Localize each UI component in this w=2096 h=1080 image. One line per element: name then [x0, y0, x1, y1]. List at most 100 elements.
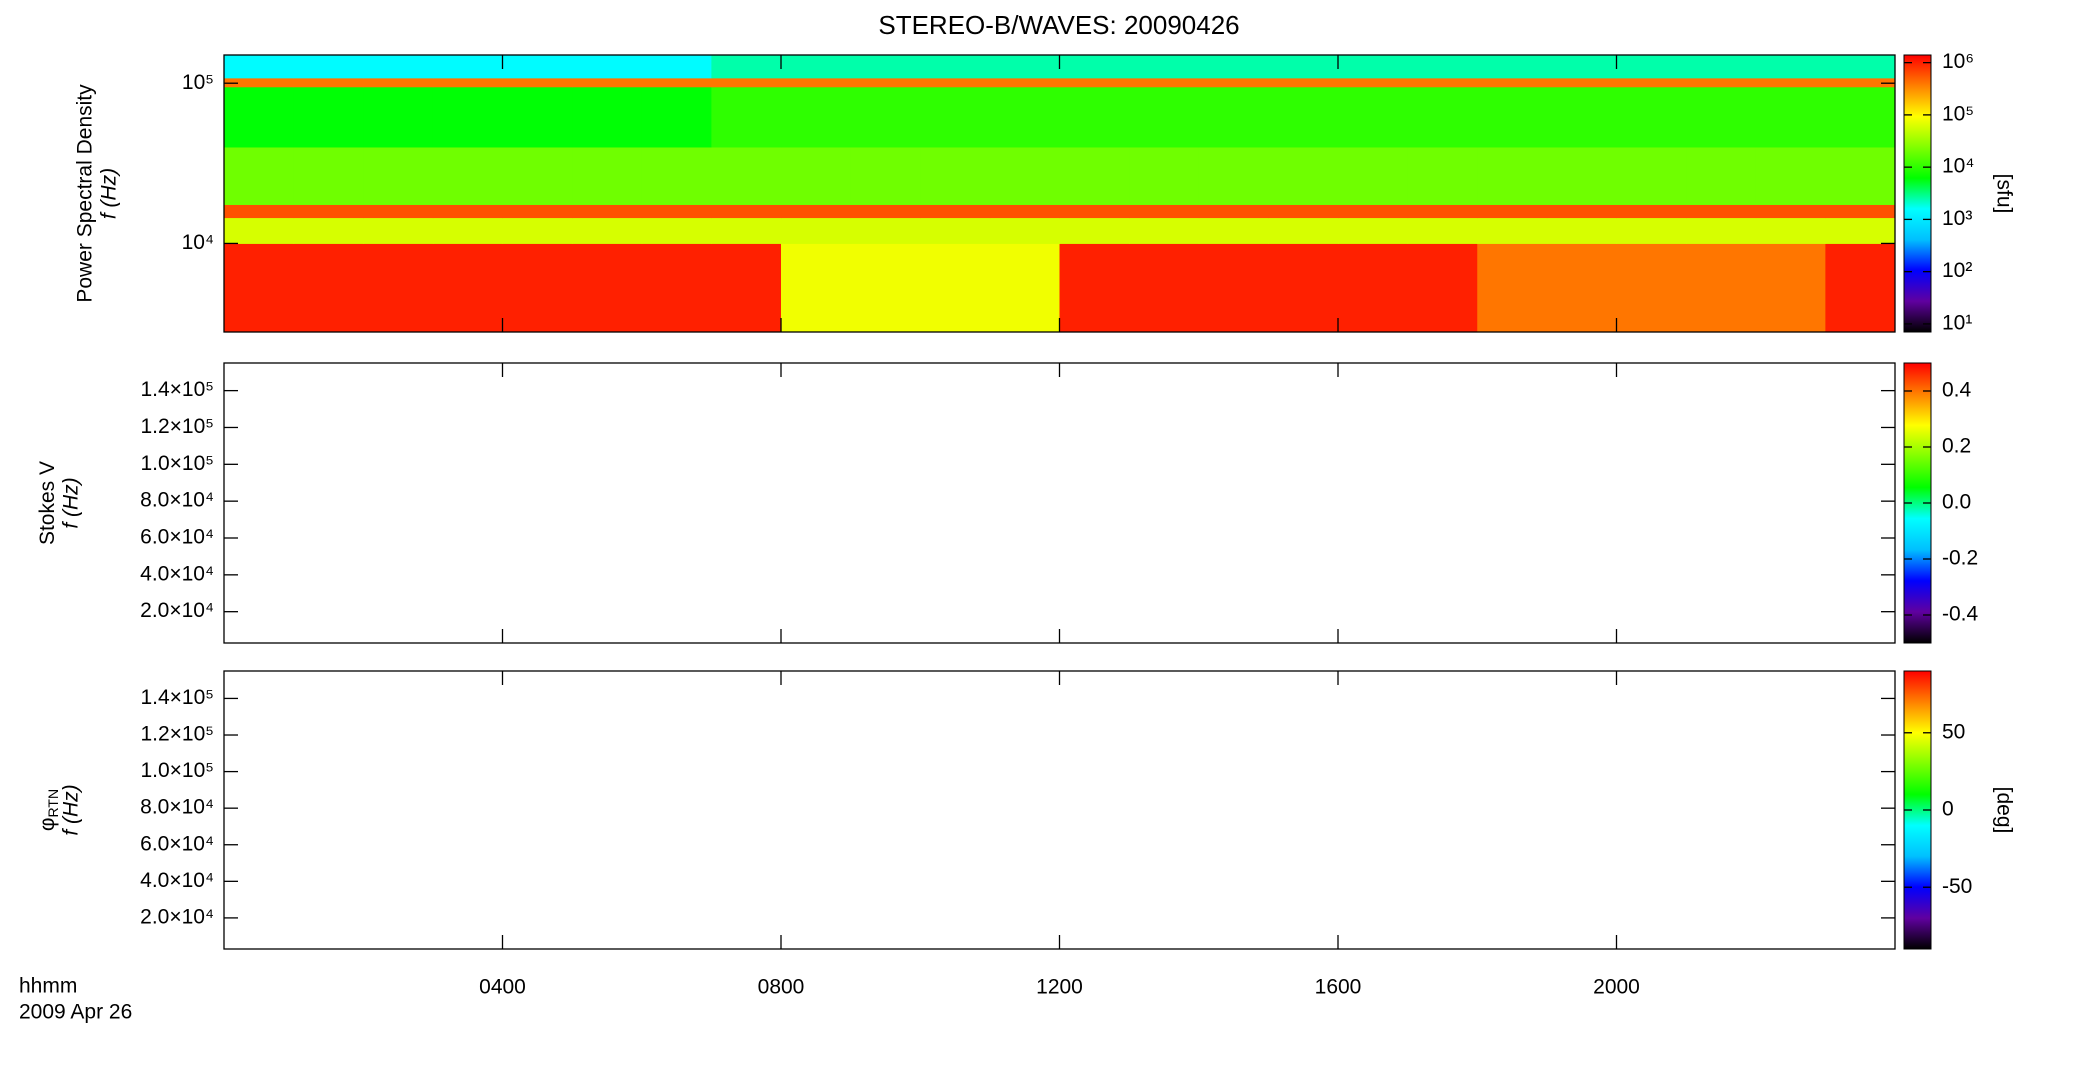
- heatmap-cell: [432, 243, 503, 333]
- heatmap-cell: [850, 217, 921, 244]
- heatmap-cell: [293, 217, 364, 244]
- y-tick-label: 6.0×10⁴: [140, 526, 214, 549]
- heatmap-cell: [1268, 55, 1339, 79]
- heatmap-cell: [1129, 86, 1200, 148]
- heatmap-cell: [1825, 146, 1896, 205]
- heatmap-cell: [363, 146, 434, 205]
- heatmap-cell: [502, 204, 573, 219]
- heatmap-cell: [1616, 77, 1687, 88]
- y-tick-label: 2.0×10⁴: [140, 905, 214, 928]
- heatmap-cell: [293, 55, 364, 79]
- y-tick-label: 1.4×10⁵: [140, 686, 214, 709]
- heatmap-cell: [293, 77, 364, 88]
- heatmap-cell: [1059, 55, 1130, 79]
- heatmap-cell: [781, 217, 852, 244]
- colorbar-tick-label: 10³: [1942, 207, 1972, 230]
- heatmap-cell: [989, 55, 1060, 79]
- heatmap-cell: [224, 204, 295, 219]
- heatmap-cell: [711, 243, 782, 333]
- colorbar-tick-label: 0.0: [1942, 491, 1971, 514]
- heatmap-cell: [502, 77, 573, 88]
- heatmap-cell: [1129, 77, 1200, 88]
- heatmap-cell: [850, 243, 921, 333]
- y-tick-label: 4.0×10⁴: [140, 562, 214, 585]
- heatmap-cell: [850, 55, 921, 79]
- y-tick-label: 6.0×10⁴: [140, 832, 214, 855]
- heatmap-cell: [1755, 204, 1826, 219]
- colorbar-label: [sfu]: [1992, 174, 2015, 214]
- heatmap-cell: [920, 146, 991, 205]
- heatmap-cell: [432, 86, 503, 148]
- heatmap-cell: [1338, 204, 1409, 219]
- y-tick-label: 4.0×10⁴: [140, 869, 214, 892]
- heatmap-cell: [1338, 217, 1409, 244]
- heatmap-cell: [1825, 77, 1896, 88]
- y-axis-title-sub: RTN: [45, 789, 61, 818]
- heatmap-cell: [1268, 77, 1339, 88]
- heatmap-cell: [711, 86, 782, 148]
- heatmap-cell: [1755, 77, 1826, 88]
- heatmap-cell: [1686, 77, 1757, 88]
- y-tick-label: 1.2×10⁵: [140, 415, 214, 438]
- colorbar: [1903, 54, 1932, 333]
- heatmap-cell: [1477, 217, 1548, 244]
- colorbar-tick-label: 10⁵: [1942, 102, 1974, 125]
- plot-frame: [223, 670, 1896, 950]
- x-tick-label: 0400: [479, 976, 526, 999]
- heatmap-cell: [1755, 146, 1826, 205]
- heatmap-cell: [1477, 243, 1548, 333]
- heatmap-cell: [1616, 243, 1687, 333]
- heatmap-cell: [1338, 55, 1409, 79]
- heatmap-cell: [363, 243, 434, 333]
- heatmap-cell: [920, 77, 991, 88]
- heatmap-cell: [781, 77, 852, 88]
- heatmap-cell: [1198, 243, 1269, 333]
- heatmap-cell: [1686, 146, 1757, 205]
- heatmap-cell: [1546, 55, 1617, 79]
- colorbar-tick-label: 50: [1942, 720, 1965, 743]
- date-label: 2009 Apr 26: [19, 1001, 132, 1024]
- heatmap-cell: [1686, 204, 1757, 219]
- heatmap-cell: [363, 204, 434, 219]
- heatmap-cell: [1129, 217, 1200, 244]
- heatmap-cell: [1268, 204, 1339, 219]
- heatmap-cell: [1198, 77, 1269, 88]
- heatmap-cell: [363, 86, 434, 148]
- heatmap-cell: [641, 55, 712, 79]
- heatmap-cell: [850, 204, 921, 219]
- heatmap-cell: [572, 146, 643, 205]
- heatmap-cell: [1407, 217, 1478, 244]
- heatmap-cell: [1198, 86, 1269, 148]
- heatmap-cell: [920, 86, 991, 148]
- colorbar-tick-label: -50: [1942, 875, 1972, 898]
- heatmap-cell: [1546, 146, 1617, 205]
- heatmap-cell: [641, 146, 712, 205]
- heatmap-cell: [1129, 55, 1200, 79]
- heatmap-cell: [572, 77, 643, 88]
- heatmap-cell: [1198, 55, 1269, 79]
- colorbar-tick-label: -0.4: [1942, 603, 1979, 626]
- heatmap-cell: [781, 204, 852, 219]
- heatmap-cell: [1407, 55, 1478, 79]
- heatmap-cell: [502, 243, 573, 333]
- colorbar-tick-label: 0.2: [1942, 435, 1971, 458]
- y-tick-label: 8.0×10⁴: [140, 489, 214, 512]
- heatmap-cell: [989, 217, 1060, 244]
- heatmap-cell: [432, 146, 503, 205]
- heatmap-cell: [224, 86, 295, 148]
- heatmap-cell: [1268, 217, 1339, 244]
- heatmap-cell: [850, 77, 921, 88]
- chart-title: STEREO-B/WAVES: 20090426: [878, 10, 1239, 40]
- heatmap-cell: [1268, 86, 1339, 148]
- heatmap-cell: [641, 217, 712, 244]
- heatmap-cell: [1129, 146, 1200, 205]
- y-tick-label: 10⁴: [182, 231, 214, 254]
- y-tick-label: 1.0×10⁵: [140, 452, 214, 475]
- y-tick-label: 1.0×10⁵: [140, 759, 214, 782]
- heatmap-cell: [1546, 204, 1617, 219]
- heatmap-cell: [1546, 86, 1617, 148]
- heatmap-cell: [572, 204, 643, 219]
- heatmap-cell: [572, 243, 643, 333]
- y-axis-title-main: φ: [36, 817, 59, 831]
- heatmap-cell: [502, 86, 573, 148]
